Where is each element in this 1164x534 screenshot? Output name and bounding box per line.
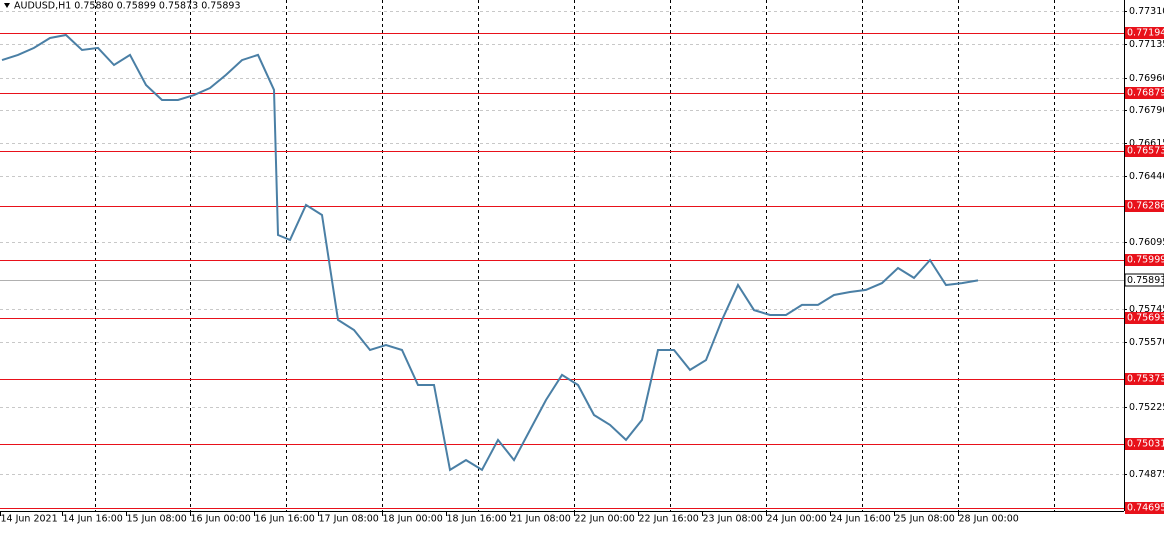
menu-arrow xyxy=(4,3,10,8)
level-label-box xyxy=(1125,438,1164,450)
level-label: 0.76879 xyxy=(1127,88,1164,99)
x-tick-label: 14 Jun 2021 xyxy=(1,514,58,525)
level-label: 0.75031 xyxy=(1127,439,1164,450)
x-tick-label: 17 Jun 08:00 xyxy=(319,514,379,525)
x-tick-label: 16 Jun 16:00 xyxy=(255,514,315,525)
level-label: 0.74695 xyxy=(1127,503,1164,514)
x-tick-label: 21 Jun 08:00 xyxy=(511,514,571,525)
level-label-box xyxy=(1125,502,1164,514)
x-tick-label: 28 Jun 00:00 xyxy=(959,514,1019,525)
current-price-label: 0.75893 xyxy=(1127,275,1164,286)
level-label: 0.75999 xyxy=(1127,255,1164,266)
y-tick-label: 0.76095 xyxy=(1129,237,1164,248)
y-tick-label: 0.75745 xyxy=(1129,304,1164,315)
level-label-box xyxy=(1125,87,1164,99)
x-tick-label: 24 Jun 16:00 xyxy=(831,514,891,525)
x-tick-label: 18 Jun 16:00 xyxy=(447,514,507,525)
y-tick-label: 0.76615 xyxy=(1129,138,1164,149)
level-label-box xyxy=(1125,27,1164,39)
level-label-box xyxy=(1125,373,1164,385)
level-label: 0.75693 xyxy=(1127,313,1164,324)
x-tick-label: 16 Jun 00:00 xyxy=(191,514,251,525)
level-label-box xyxy=(1125,145,1164,157)
y-tick-label: 0.74875 xyxy=(1129,469,1164,480)
x-tick-label: 23 Jun 08:00 xyxy=(703,514,763,525)
x-tick-label: 25 Jun 08:00 xyxy=(895,514,955,525)
x-tick-label: 22 Jun 00:00 xyxy=(575,514,635,525)
level-label: 0.76573 xyxy=(1127,146,1164,157)
y-tick-label: 0.77135 xyxy=(1129,39,1164,50)
x-tick-label: 22 Jun 16:00 xyxy=(639,514,699,525)
price-line xyxy=(1,33,979,472)
x-tick-label: 15 Jun 08:00 xyxy=(127,514,187,525)
x-tick-label: 18 Jun 00:00 xyxy=(383,514,443,525)
level-label-box xyxy=(1125,254,1164,266)
chart-title: AUDUSD,H1 0.75880 0.75899 0.75873 0.7589… xyxy=(14,1,241,12)
level-label: 0.75373 xyxy=(1127,374,1164,385)
level-label: 0.76286 xyxy=(1127,201,1164,212)
x-tick-label: 24 Jun 00:00 xyxy=(767,514,827,525)
level-label-box xyxy=(1125,200,1164,212)
x-tick-label: 14 Jun 16:00 xyxy=(63,514,123,525)
level-label-box xyxy=(1125,312,1164,324)
day-separators xyxy=(95,0,1055,511)
y-tick-label: 0.75225 xyxy=(1129,402,1164,413)
level-label: 0.77194 xyxy=(1127,28,1164,39)
